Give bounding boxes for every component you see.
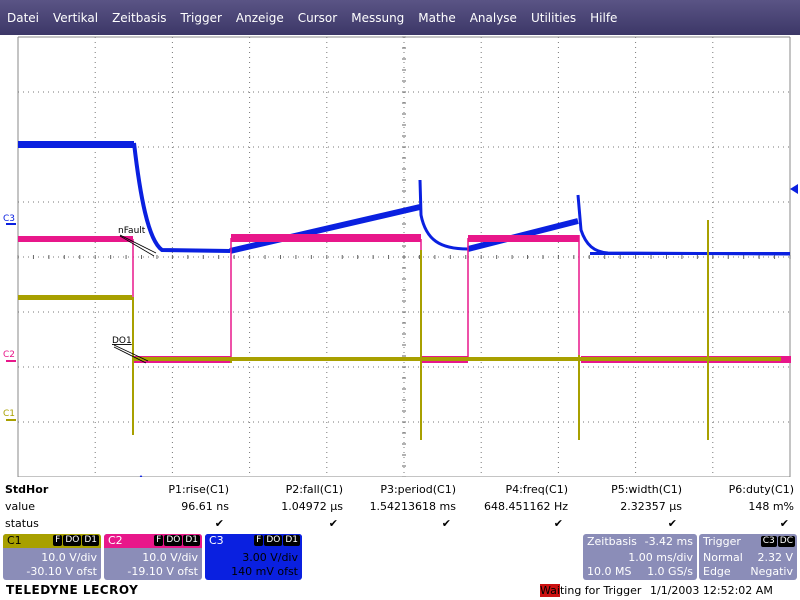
timebase-descriptor[interactable]: Zeitbasis -3.42 ms 1.00 ms/div 10.0 MS 1… <box>583 534 697 580</box>
channel-markers: C3 C2 C1 <box>3 214 16 421</box>
menu-mathe[interactable]: Mathe <box>418 10 456 25</box>
trigger-type: Edge <box>703 565 731 578</box>
param-p4-name[interactable]: P4:freq(C1) <box>505 483 568 496</box>
menu-vertikal[interactable]: Vertikal <box>53 10 99 25</box>
menu-hilfe[interactable]: Hilfe <box>590 10 618 25</box>
date-time: 1/1/2003 12:52:02 AM <box>650 584 773 597</box>
menu-anzeige[interactable]: Anzeige <box>235 10 284 25</box>
trigger-level: 2.32 V <box>757 551 793 564</box>
c3-name: C3 <box>209 534 224 547</box>
trigger-source-badge: C3 <box>760 536 777 547</box>
measurement-table: StdHor P1:rise(C1) P2:fall(C1) P3:period… <box>0 483 800 533</box>
trigger-slope: Negativ <box>750 565 793 578</box>
param-p1-name[interactable]: P1:rise(C1) <box>168 483 229 496</box>
param-p2-value: 1.04972 µs <box>281 500 343 513</box>
c3-offset: 140 mV ofst <box>231 565 298 578</box>
param-p6-value: 148 m% <box>748 500 794 513</box>
c1-badge-do: DO <box>63 535 82 546</box>
menu-bar: Datei Vertikal Zeitbasis Trigger Anzeige… <box>0 0 800 35</box>
status-check-icon: ✔ <box>779 517 789 530</box>
c2-badge-d1: D1 <box>183 535 200 546</box>
timebase-samples: 10.0 MS <box>587 565 632 578</box>
menu-messung[interactable]: Messung <box>351 10 405 25</box>
c3-marker-label: C3 <box>3 214 15 224</box>
menu-utilities[interactable]: Utilities <box>530 10 577 25</box>
c3-badge-do: DO <box>264 535 283 546</box>
trigger-descriptor[interactable]: Trigger C3 DC Normal 2.32 V Edge Negativ <box>699 534 797 580</box>
status-check-icon: ✔ <box>553 517 563 530</box>
menu-cursor[interactable]: Cursor <box>297 10 338 25</box>
status-check-icon: ✔ <box>214 517 224 530</box>
c2-badge-do: DO <box>164 535 183 546</box>
trigger-coupling-badge: DC <box>777 536 795 547</box>
footer: TELEDYNE LECROY Waiting for Trigger 1/1/… <box>0 581 800 600</box>
meas-row-value: value <box>5 500 36 513</box>
timebase-tdiv: 1.00 ms/div <box>628 551 693 564</box>
c2-name: C2 <box>108 534 123 547</box>
status-check-icon: ✔ <box>328 517 338 530</box>
menu-zeitbasis[interactable]: Zeitbasis <box>112 10 167 25</box>
c2-badge-f: F <box>154 535 164 546</box>
do1-annotation: DO1 <box>112 336 132 346</box>
c3-descriptor[interactable]: C3 F DO D1 3.00 V/div 140 mV ofst <box>205 534 302 580</box>
c3-badge-d1: D1 <box>283 535 300 546</box>
timebase-label: Zeitbasis <box>587 535 637 548</box>
c1-offset: -30.10 V ofst <box>26 565 97 578</box>
c1-vdiv: 10.0 V/div <box>41 551 97 564</box>
trigger-level-marker[interactable] <box>790 184 798 194</box>
c3-vdiv: 3.00 V/div <box>242 551 298 564</box>
c2-descriptor[interactable]: C2 F DO D1 10.0 V/div -19.10 V ofst <box>104 534 202 580</box>
param-p5-name[interactable]: P5:width(C1) <box>611 483 682 496</box>
grid-lines <box>17 36 791 477</box>
c1-name: C1 <box>7 534 22 547</box>
param-p5-value: 2.32357 µs <box>620 500 682 513</box>
c2-vdiv: 10.0 V/div <box>142 551 198 564</box>
c2-offset: -19.10 V ofst <box>127 565 198 578</box>
menu-analyse[interactable]: Analyse <box>469 10 517 25</box>
acquisition-status: Waiting for Trigger <box>540 584 641 597</box>
c1-badge-f: F <box>53 535 63 546</box>
status-highlight: Wai <box>540 584 560 597</box>
c3-badge-f: F <box>254 535 264 546</box>
timebase-rate: 1.0 GS/s <box>647 565 693 578</box>
param-p6-name[interactable]: P6:duty(C1) <box>728 483 794 496</box>
timebase-delay: -3.42 ms <box>644 535 693 548</box>
param-p1-value: 96.61 ns <box>181 500 229 513</box>
menu-trigger[interactable]: Trigger <box>180 10 222 25</box>
trigger-position-marker[interactable] <box>136 475 146 477</box>
param-p4-value: 648.451162 Hz <box>483 500 568 513</box>
meas-row-status: status <box>5 517 39 530</box>
waveform-display[interactable]: C3 C2 C1 nFault DO1 <box>0 35 800 477</box>
status-check-icon: ✔ <box>667 517 677 530</box>
c1-badge-d1: D1 <box>82 535 99 546</box>
nfault-annotation: nFault <box>118 226 146 236</box>
param-p3-name[interactable]: P3:period(C1) <box>380 483 456 496</box>
annotations: nFault DO1 <box>112 226 157 364</box>
trigger-mode: Normal <box>703 551 743 564</box>
status-text: ting for Trigger <box>559 584 642 597</box>
param-p2-name[interactable]: P2:fall(C1) <box>285 483 343 496</box>
param-p3-value: 1.54213618 ms <box>369 500 456 513</box>
c2-marker-label: C2 <box>3 350 15 360</box>
status-check-icon: ✔ <box>441 517 451 530</box>
graticule: C3 C2 C1 nFault DO1 <box>3 36 798 477</box>
c1-marker-label: C1 <box>3 409 15 419</box>
brand-logo: TELEDYNE LECROY <box>6 583 139 597</box>
trigger-label: Trigger <box>703 535 741 548</box>
c1-trace <box>18 220 781 440</box>
meas-header: StdHor <box>5 483 49 496</box>
menu-datei[interactable]: Datei <box>7 10 40 25</box>
c1-descriptor[interactable]: C1 F DO D1 10.0 V/div -30.10 V ofst <box>3 534 101 580</box>
